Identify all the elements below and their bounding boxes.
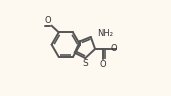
Text: NH₂: NH₂ <box>97 29 114 38</box>
Text: O: O <box>100 60 107 69</box>
Text: O: O <box>45 16 51 25</box>
Text: O: O <box>110 44 117 53</box>
Text: S: S <box>82 59 88 68</box>
